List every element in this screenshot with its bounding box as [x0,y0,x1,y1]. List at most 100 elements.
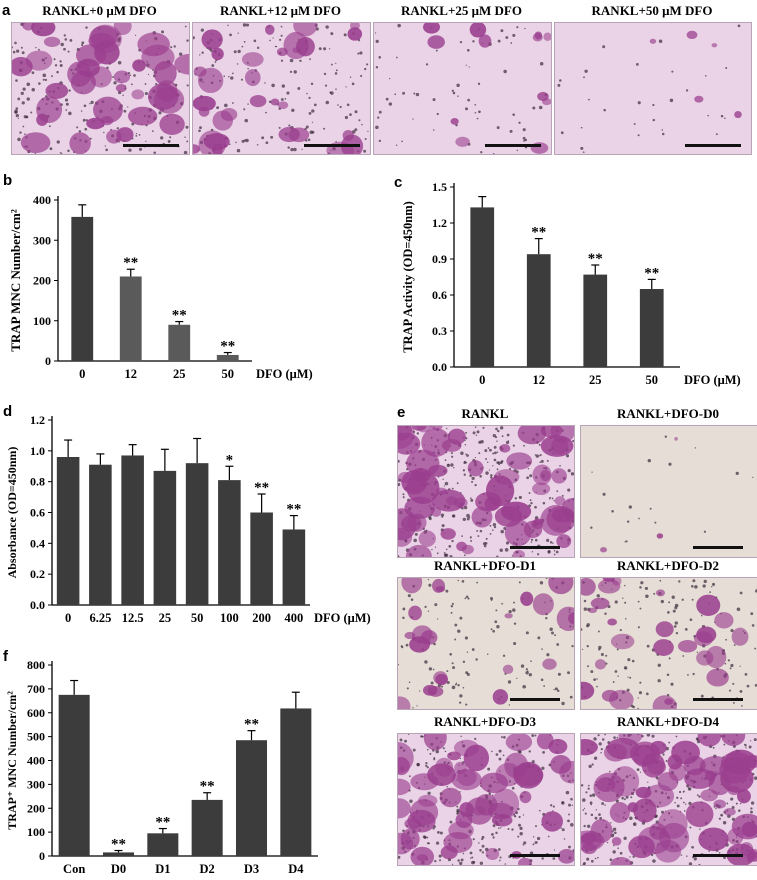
cell-dot [691,598,694,601]
cell-dot [506,433,510,437]
osteoclast-cell [628,835,655,859]
osteoclast-cell [513,764,544,787]
cell-dot [626,688,630,692]
cell-dot [288,124,291,127]
cell-dot [459,757,462,760]
y-tick-label: 0.3 [432,324,447,338]
micrograph-texture [12,23,189,154]
osteoclast-cell [610,857,632,865]
cell-dot [492,452,495,455]
cell-dot [375,39,379,43]
cell-dot [375,66,379,69]
cell-dot [518,815,521,819]
cell-dot [531,734,535,737]
osteoclast-cell [700,789,718,802]
cell-dot [496,468,499,471]
cell-dot [492,629,495,633]
y-tick-label: 1.0 [30,444,45,458]
cell-dot [455,682,458,684]
cell-dot [464,460,467,463]
cell-dot [17,137,21,142]
cell-dot [334,72,338,75]
osteoclast-cell [20,132,51,154]
cell-dot [561,801,564,804]
y-tick-label: 300 [33,233,51,247]
cell-dot [555,550,559,554]
cell-dot [459,40,463,44]
cell-dot [491,750,493,753]
cell-dot [546,653,550,657]
cell-dot [103,131,105,134]
cell-dot [600,652,604,656]
cell-dot [313,103,317,107]
cell-dot [567,819,570,823]
cell-dot [339,105,342,109]
bar [168,324,191,361]
osteoclast-cell [656,533,664,539]
cell-dot [530,541,533,543]
cell-dot [20,91,24,95]
osteoclast-cell [711,43,718,48]
cell-dot [451,863,454,865]
bar [102,852,135,856]
cell-dot [476,530,479,532]
cell-dot [440,513,445,517]
cell-dot [570,472,574,476]
osteoclast-cell [288,127,310,143]
cell-dot [452,514,456,518]
cell-dot [153,151,156,154]
cell-dot [696,651,698,654]
cell-dot [741,705,743,707]
y-tick-label: 0.6 [432,288,447,302]
cell-dot [90,100,94,104]
cell-dot [201,51,204,54]
cell-dot [398,663,399,666]
cell-dot [500,529,504,534]
cell-dot [442,478,444,480]
cell-dot [129,74,132,77]
cell-dot [662,753,665,756]
cell-dot [401,646,404,649]
cell-dot [243,108,246,111]
osteoclast-cell [400,828,420,850]
x-tick-label: 12 [533,373,546,387]
cell-dot [498,827,500,829]
cell-dot [81,41,85,45]
significance-mark: ** [220,339,235,355]
cell-dot [12,46,14,49]
cell-dot [456,83,460,88]
cell-dot [509,129,513,133]
cell-dot [596,685,598,688]
cell-dot [465,64,467,66]
osteoclast-cell [653,639,674,656]
panel-a-image-2 [192,22,371,155]
cell-dot [242,23,247,27]
osteoclast-cell [418,530,436,547]
cell-dot [67,149,70,153]
cell-dot [458,701,462,704]
osteoclast-cell [611,836,622,846]
cell-dot [711,585,713,588]
osteoclast-cell [546,506,574,533]
cell-dot [279,38,282,41]
cell-dot [614,831,617,835]
cell-dot [413,92,416,95]
cell-dot [560,827,563,829]
cell-dot [308,96,311,99]
cell-dot [398,855,401,859]
panel-a-image-label: RANKL+50 μM DFO [591,3,713,18]
cell-dot [435,749,440,754]
cell-dot [653,592,656,595]
cell-dot [466,454,469,457]
cell-dot [703,530,707,533]
cell-dot [539,455,541,457]
cell-dot [425,63,429,66]
cell-dot [38,82,41,85]
cell-dot [465,431,468,434]
cell-dot [503,69,507,74]
cell-dot [638,517,640,520]
cell-dot [456,813,459,815]
cell-dot [404,739,408,743]
cell-dot [629,856,631,858]
cell-dot [216,106,220,110]
